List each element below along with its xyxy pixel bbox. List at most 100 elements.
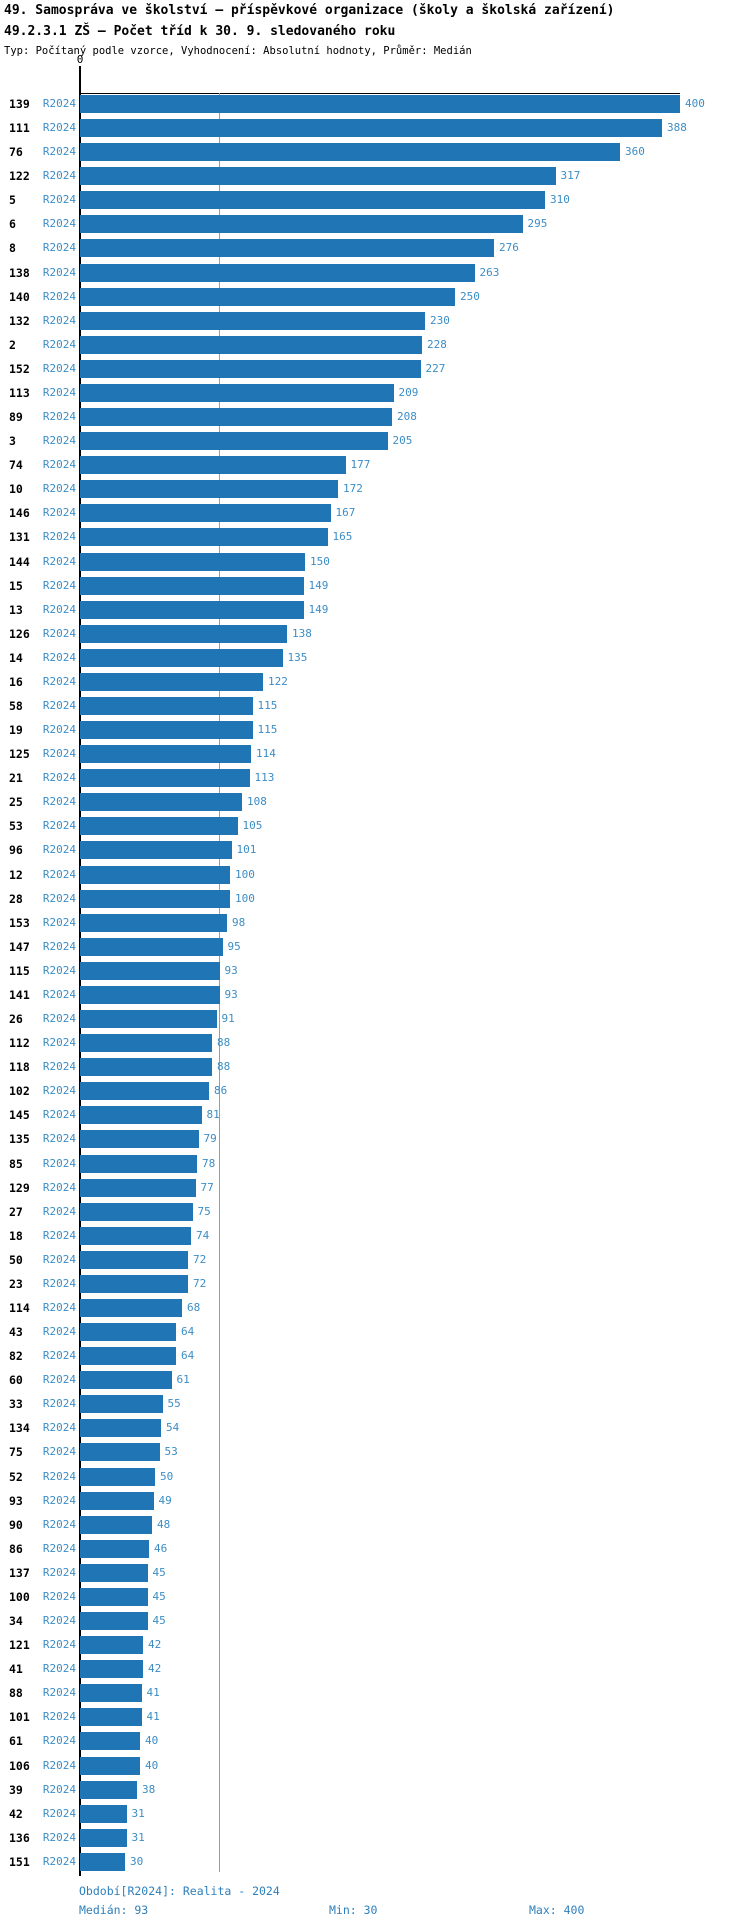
bar-row: 15 R2024 149 [0, 575, 750, 599]
bar [80, 793, 242, 812]
value-label: 135 [287, 650, 308, 664]
bar [80, 624, 287, 643]
bar [80, 1828, 127, 1847]
bar [80, 985, 220, 1004]
bar-row: 153 R2024 98 [0, 912, 750, 936]
category-label: 136 [9, 1830, 30, 1845]
series-label: R2024 [42, 771, 76, 785]
bar [80, 1419, 161, 1438]
x-axis-line [80, 93, 680, 94]
bar [80, 1274, 188, 1293]
category-label: 23 [9, 1276, 23, 1291]
category-label: 21 [9, 771, 23, 786]
value-label: 45 [152, 1589, 166, 1603]
series-label: R2024 [42, 506, 76, 520]
series-label: R2024 [42, 650, 76, 664]
value-label: 250 [460, 289, 480, 303]
bar-row: 121 R2024 42 [0, 1634, 750, 1658]
series-label: R2024 [42, 121, 76, 135]
bar-row: 5 R2024 310 [0, 189, 750, 213]
category-label: 25 [9, 795, 23, 810]
bar-row: 33 R2024 55 [0, 1393, 750, 1417]
bar [80, 215, 523, 234]
category-label: 33 [9, 1397, 23, 1412]
value-label: 88 [217, 1036, 231, 1050]
value-label: 45 [152, 1565, 166, 1579]
bar-row: 100 R2024 45 [0, 1586, 750, 1610]
category-label: 131 [9, 530, 30, 545]
value-label: 53 [164, 1445, 178, 1459]
value-label: 93 [224, 963, 238, 977]
series-label: R2024 [42, 337, 76, 351]
value-label: 108 [247, 795, 267, 809]
series-label: R2024 [42, 1276, 76, 1290]
bar [80, 143, 620, 162]
bar [80, 239, 494, 258]
bar-row: 101 R2024 41 [0, 1706, 750, 1730]
bar-row: 10 R2024 172 [0, 478, 750, 502]
bar-row: 88 R2024 41 [0, 1682, 750, 1706]
bar-row: 135 R2024 79 [0, 1128, 750, 1152]
value-label: 81 [206, 1108, 220, 1122]
median-reference-line [219, 93, 220, 1872]
series-label: R2024 [42, 482, 76, 496]
value-label: 205 [392, 434, 413, 448]
value-label: 167 [335, 506, 356, 520]
series-label: R2024 [42, 1084, 76, 1098]
bar-row: 42 R2024 31 [0, 1803, 750, 1827]
bar [80, 1515, 152, 1534]
bar [80, 191, 545, 210]
bar-row: 74 R2024 177 [0, 454, 750, 478]
category-label: 60 [9, 1373, 23, 1388]
bar-row: 8 R2024 276 [0, 237, 750, 261]
bar-row: 75 R2024 53 [0, 1441, 750, 1465]
category-label: 125 [9, 747, 30, 762]
bar [80, 769, 250, 788]
series-label: R2024 [42, 1012, 76, 1026]
value-label: 149 [308, 578, 329, 592]
category-label: 5 [9, 193, 16, 208]
bar [80, 1130, 199, 1149]
bar [80, 1082, 209, 1101]
category-label: 50 [9, 1252, 23, 1267]
bar [80, 287, 455, 306]
bar-row: 151 R2024 30 [0, 1851, 750, 1875]
series-label: R2024 [42, 1830, 76, 1844]
value-label: 114 [256, 747, 276, 761]
bar [80, 1299, 182, 1317]
bar [80, 1034, 212, 1053]
bar [80, 817, 238, 836]
bar-row: 60 R2024 61 [0, 1369, 750, 1393]
bar-row: 26 R2024 91 [0, 1008, 750, 1032]
bar-row: 129 R2024 77 [0, 1177, 750, 1201]
bar [80, 648, 283, 667]
series-label: R2024 [42, 1734, 76, 1748]
bar-row: 112 R2024 88 [0, 1032, 750, 1056]
bar [80, 1058, 212, 1077]
category-label: 90 [9, 1517, 23, 1532]
value-label: 64 [181, 1349, 195, 1363]
value-label: 40 [145, 1734, 159, 1748]
value-label: 227 [425, 361, 446, 375]
value-label: 113 [254, 771, 275, 785]
series-label: R2024 [42, 1180, 76, 1194]
series-label: R2024 [42, 289, 76, 303]
series-label: R2024 [42, 1228, 76, 1242]
bar [80, 937, 223, 956]
value-label: 150 [310, 554, 330, 568]
chart-meta: Typ: Počítaný podle vzorce, Vyhodnocení:… [4, 45, 472, 57]
series-label: R2024 [42, 1204, 76, 1218]
bar [80, 167, 556, 186]
bar-row: 41 R2024 42 [0, 1658, 750, 1682]
category-label: 100 [9, 1589, 30, 1604]
series-label: R2024 [42, 1421, 76, 1435]
bar [80, 119, 662, 138]
bar [80, 1780, 137, 1799]
value-label: 88 [217, 1060, 231, 1074]
bar [80, 1202, 193, 1221]
value-label: 105 [242, 819, 263, 833]
series-label: R2024 [42, 1782, 76, 1796]
series-label: R2024 [42, 602, 76, 616]
series-label: R2024 [42, 1373, 76, 1387]
series-label: R2024 [42, 145, 76, 159]
